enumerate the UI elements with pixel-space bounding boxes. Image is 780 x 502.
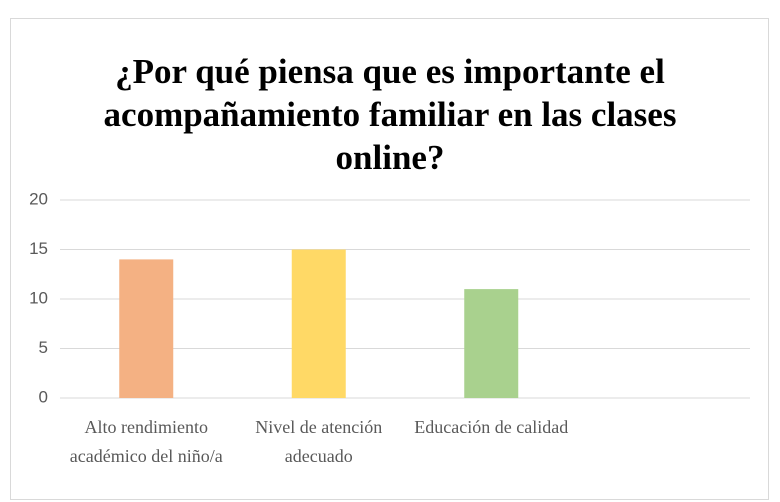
x-tick-label: Alto rendimiento académico del niño/a	[69, 417, 223, 466]
y-tick-label: 15	[29, 239, 48, 258]
bar	[119, 259, 174, 398]
chart-frame	[10, 18, 769, 500]
chart-title: ¿Por qué piensa que es importante el aco…	[103, 52, 677, 177]
bar	[291, 249, 346, 398]
bar	[464, 289, 519, 398]
x-tick-label: Nivel de atención adecuado	[255, 417, 383, 466]
y-tick-label: 0	[39, 387, 48, 406]
y-tick-label: 20	[29, 189, 48, 208]
y-tick-label: 10	[29, 288, 48, 307]
x-tick-label: Educación de calidad	[414, 417, 569, 437]
y-tick-label: 5	[39, 338, 48, 357]
